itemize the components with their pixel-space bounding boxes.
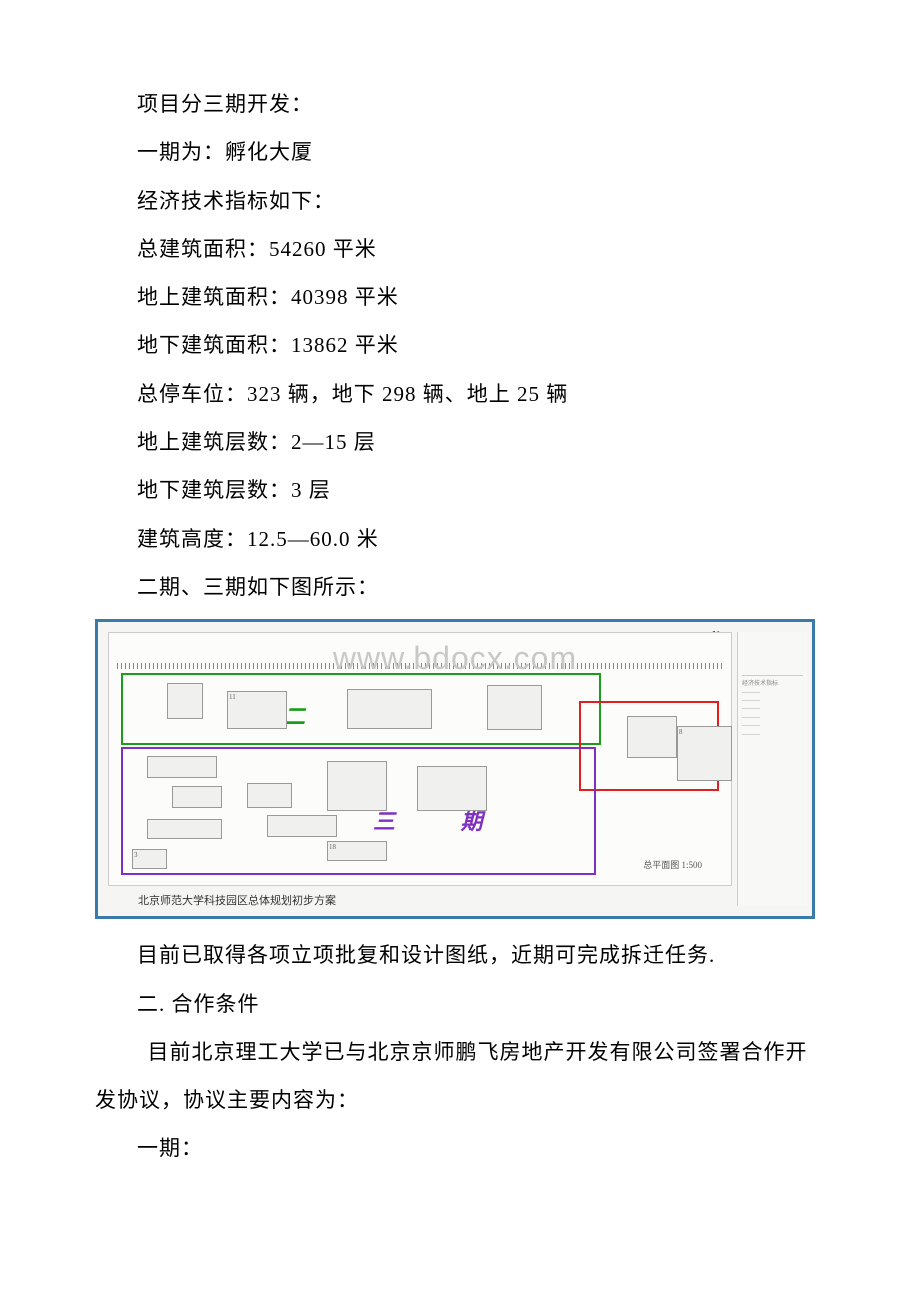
line-phase1-name: 一期为：孵化大厦 [95, 128, 825, 176]
building-block: 18 [327, 841, 387, 861]
plan-title: 北京师范大学科技园区总体规划初步方案 [138, 892, 336, 908]
scale-label: 总平面图 1:500 [643, 858, 702, 871]
line-height: 建筑高度：12.5—60.0 米 [95, 515, 825, 563]
para-approvals: 目前已取得各项立项批复和设计图纸，近期可完成拆迁任务. [95, 931, 825, 979]
building-block [172, 786, 222, 808]
site-plan-diagram: www.bdocx.com N ↑ 二 期 一期 三 期 111838 经济技术… [95, 619, 815, 919]
watermark-text: www.bdocx.com [333, 640, 577, 677]
building-block [167, 683, 203, 719]
building-block [347, 689, 432, 729]
line-below-floors: 地下建筑层数：3 层 [95, 466, 825, 514]
building-block [247, 783, 292, 808]
line-above-floors: 地上建筑层数：2—15 层 [95, 418, 825, 466]
line-above-area: 地上建筑面积：40398 平米 [95, 273, 825, 321]
building-block [147, 756, 217, 778]
line-econ-heading: 经济技术指标如下： [95, 177, 825, 225]
document-body: 项目分三期开发： 一期为：孵化大厦 经济技术指标如下： 总建筑面积：54260 … [95, 80, 825, 1173]
building-block [417, 766, 487, 811]
line-phase23-intro: 二期、三期如下图所示： [95, 563, 825, 611]
plan-boundary: 二 期 一期 三 期 111838 [117, 671, 723, 877]
building-block [627, 716, 677, 758]
building-block [327, 761, 387, 811]
building-block [487, 685, 542, 730]
building-block [267, 815, 337, 837]
para-phase1-contract: 一期： [95, 1124, 825, 1172]
section-cooperation: 二. 合作条件 [95, 980, 825, 1028]
building-block: 11 [227, 691, 287, 729]
building-block: 3 [132, 849, 167, 869]
building-block: 8 [677, 726, 732, 781]
line-phases: 项目分三期开发： [95, 80, 825, 128]
legend-panel: 经济技术指标—————————————————— [737, 632, 807, 906]
line-parking: 总停车位：323 辆，地下 298 辆、地上 25 辆 [95, 370, 825, 418]
line-below-area: 地下建筑面积：13862 平米 [95, 321, 825, 369]
building-block [147, 819, 222, 839]
line-total-area: 总建筑面积：54260 平米 [95, 225, 825, 273]
para-agreement: 目前北京理工大学已与北京京师鹏飞房地产开发有限公司签署合作开发协议，协议主要内容… [95, 1028, 825, 1125]
